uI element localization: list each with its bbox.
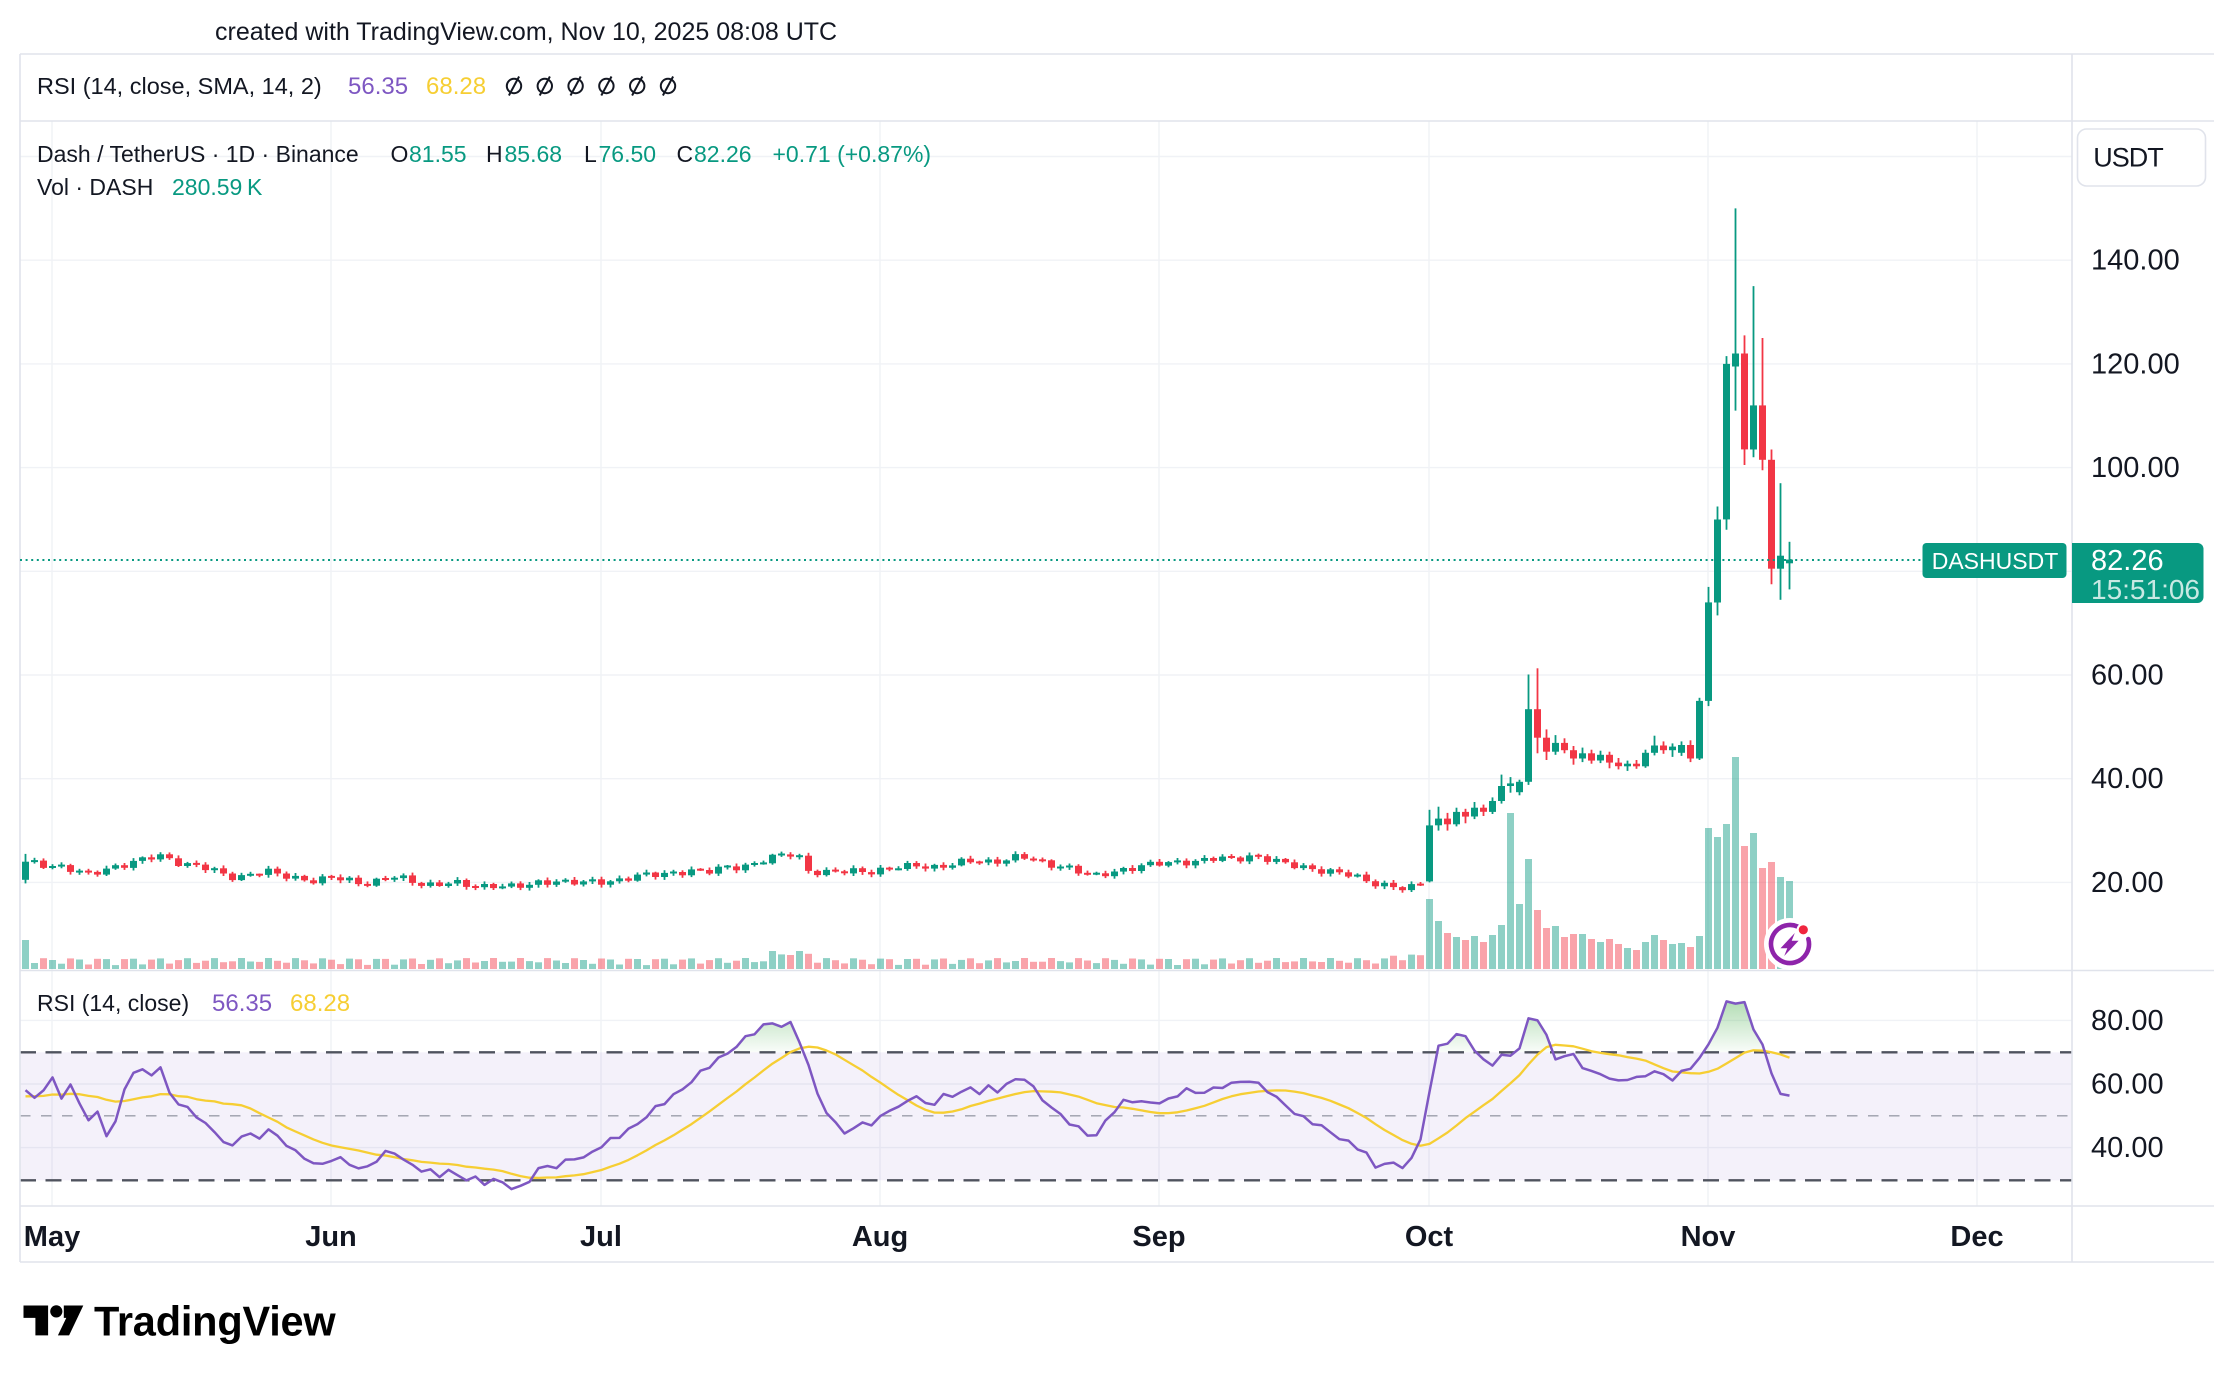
svg-text:140.00: 140.00 <box>2091 245 2180 277</box>
svg-text:80.00: 80.00 <box>2091 1005 2164 1037</box>
svg-text:82.26: 82.26 <box>2091 545 2164 577</box>
svg-text:RSI (14, close, SMA, 14, 2): RSI (14, close, SMA, 14, 2) <box>37 73 322 99</box>
svg-text:40.00: 40.00 <box>2091 763 2164 795</box>
svg-text:Jul: Jul <box>580 1221 622 1253</box>
svg-text:120.00: 120.00 <box>2091 348 2180 380</box>
svg-text:Jun: Jun <box>305 1221 357 1253</box>
svg-text:82.26: 82.26 <box>694 141 752 167</box>
svg-text:O: O <box>391 141 409 167</box>
svg-text:May: May <box>24 1221 80 1253</box>
svg-text:60.00: 60.00 <box>2091 660 2164 692</box>
svg-text:20.00: 20.00 <box>2091 867 2164 899</box>
svg-text:TradingView: TradingView <box>94 1297 336 1344</box>
svg-text:Vol · DASH: Vol · DASH <box>37 174 153 200</box>
svg-text:81.55: 81.55 <box>409 141 467 167</box>
svg-text:76.50: 76.50 <box>599 141 657 167</box>
svg-text:60.00: 60.00 <box>2091 1069 2164 1101</box>
svg-text:Nov: Nov <box>1681 1221 1736 1253</box>
svg-text:40.00: 40.00 <box>2091 1132 2164 1164</box>
svg-text:100.00: 100.00 <box>2091 452 2180 484</box>
svg-text:68.28: 68.28 <box>426 73 486 100</box>
svg-text:280.59 K: 280.59 K <box>172 174 263 200</box>
svg-text:Dec: Dec <box>1950 1221 2003 1253</box>
svg-text:Aug: Aug <box>852 1221 908 1253</box>
svg-text:68.28: 68.28 <box>290 990 350 1017</box>
svg-text:+0.71 (+0.87%): +0.71 (+0.87%) <box>773 141 932 167</box>
svg-text:15:51:06: 15:51:06 <box>2091 574 2200 605</box>
svg-text:Oct: Oct <box>1405 1221 1454 1253</box>
svg-text:56.35: 56.35 <box>348 73 408 100</box>
svg-text:L: L <box>584 141 597 167</box>
svg-text:Dash / TetherUS · 1D · Binance: Dash / TetherUS · 1D · Binance <box>37 141 359 167</box>
svg-text:Sep: Sep <box>1132 1221 1185 1253</box>
svg-text:H: H <box>486 141 503 167</box>
svg-text:C: C <box>677 141 694 167</box>
svg-text:85.68: 85.68 <box>505 141 563 167</box>
svg-text:RSI (14, close): RSI (14, close) <box>37 990 189 1016</box>
svg-text:created with TradingView.com,: created with TradingView.com, Nov 10, 20… <box>215 18 837 46</box>
svg-text:USDT: USDT <box>2093 143 2163 173</box>
svg-text:DASHUSDT: DASHUSDT <box>1932 548 2059 574</box>
svg-text:56.35: 56.35 <box>212 990 272 1017</box>
